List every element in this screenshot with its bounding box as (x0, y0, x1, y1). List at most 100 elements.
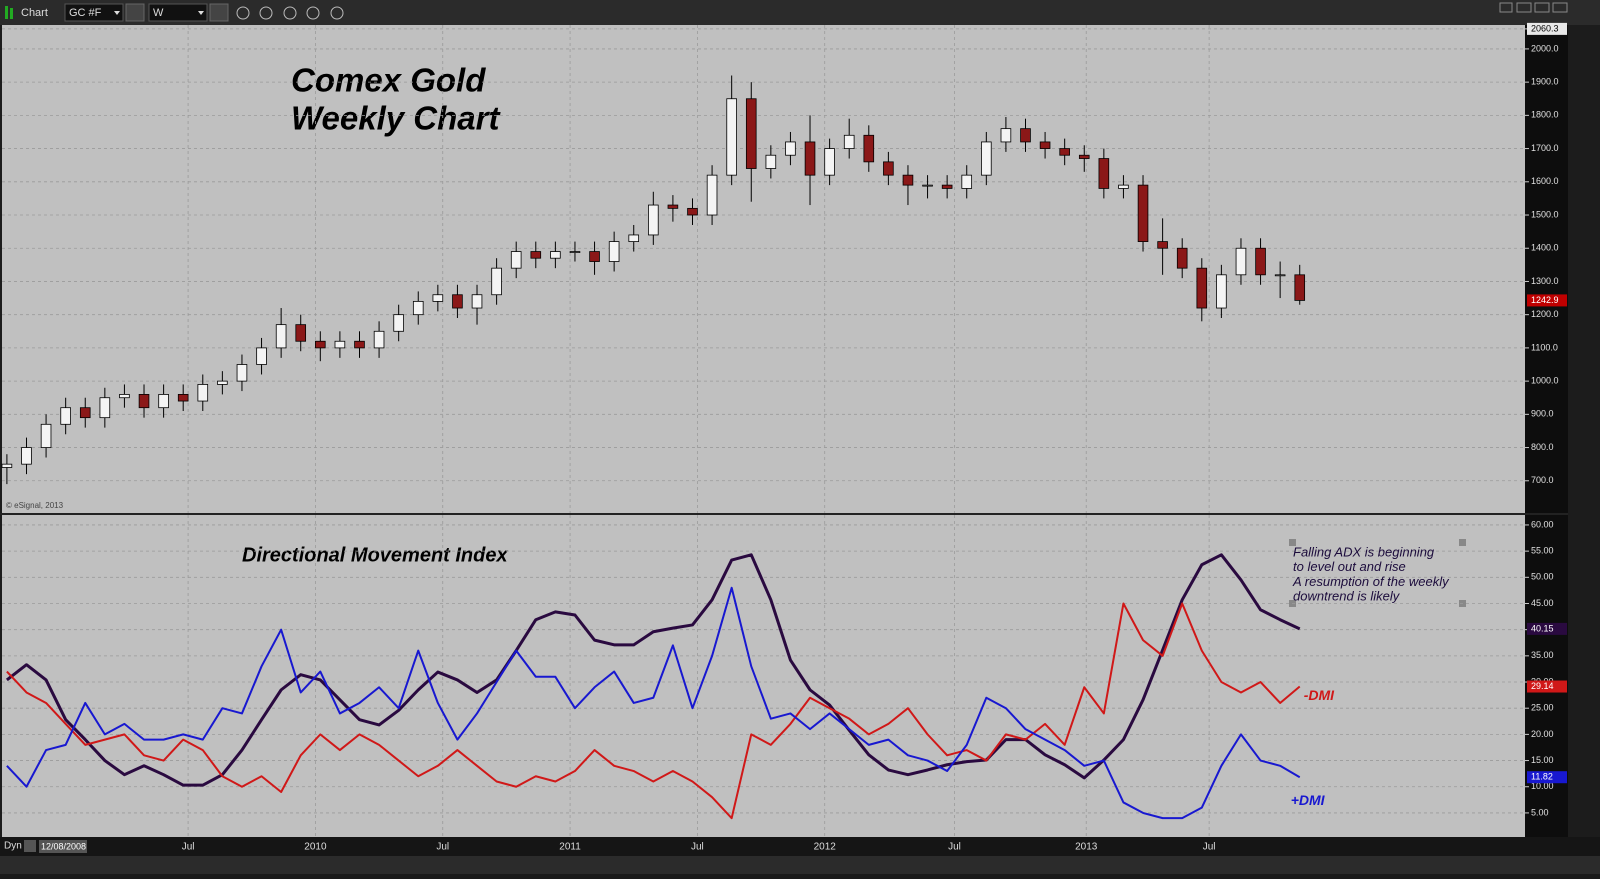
candle-body (432, 294, 444, 302)
x-tick-label: 2012 (814, 842, 837, 853)
candle-body (1, 463, 13, 468)
symbol-box[interactable] (64, 3, 124, 22)
date-box (39, 840, 87, 853)
y-tick-label: 700.0 (1531, 475, 1554, 485)
play-button[interactable] (283, 6, 297, 20)
y-tick-label: 20.00 (1531, 729, 1554, 739)
plot-layer: 700.0 800.0 900.0 1000.0 1100.0 1200.0 1300.0 1… (1, 22, 1567, 853)
annotation: to level out and rise (1293, 559, 1406, 574)
y-tick-label: 1400.0 (1531, 243, 1559, 253)
zoom-button[interactable] (306, 6, 320, 20)
candle-body (745, 98, 757, 169)
link-button[interactable] (125, 3, 145, 22)
last-value-label: 40.15 (1531, 623, 1554, 633)
candle-body (961, 174, 973, 189)
candle-body (354, 340, 365, 349)
window-control[interactable] (1534, 2, 1550, 13)
candle-body (706, 174, 718, 216)
series-label: -DMI (1304, 687, 1335, 703)
scale-button[interactable] (24, 840, 36, 852)
candle-body (275, 324, 287, 349)
candle-body (1176, 247, 1188, 269)
candle-body (1157, 241, 1168, 249)
tool-button[interactable] (330, 6, 344, 20)
candle-body (1274, 274, 1286, 277)
candle-body (471, 294, 483, 309)
candle-body (667, 204, 679, 209)
time-button[interactable] (209, 3, 229, 22)
start-date: 12/08/2008 (41, 841, 86, 851)
candle-body (236, 364, 248, 382)
candle-body (138, 394, 150, 409)
draw-tool[interactable] (236, 6, 250, 20)
price-panel (2, 25, 1525, 513)
annotation: Falling ADX is beginning (1293, 544, 1435, 559)
candle-body (1255, 247, 1266, 276)
candle-body (765, 154, 777, 169)
x-tick-label: Jul (436, 842, 449, 853)
top-value-box (1527, 22, 1567, 35)
candle-body (804, 141, 816, 176)
candle-body (491, 267, 502, 296)
candle-body (119, 394, 130, 399)
dropdown-arrow (114, 11, 120, 15)
y-tick-label: 2060.3 (1531, 23, 1559, 33)
candle-body (981, 141, 992, 176)
candle-body (1216, 274, 1227, 309)
chart-title: Weekly Chart (291, 100, 501, 137)
candle-body (1020, 128, 1031, 143)
copyright: © eSignal, 2013 (6, 501, 64, 510)
y-tick-label: 1800.0 (1531, 110, 1559, 120)
candle-body (99, 397, 111, 419)
y-tick-label: 15.00 (1531, 755, 1554, 765)
candle-body (40, 423, 52, 448)
value-axis (1525, 25, 1568, 837)
last-value-label: 29.14 (1531, 681, 1554, 691)
candle-body (1294, 274, 1306, 301)
candle-body (373, 330, 385, 349)
candle-body (902, 174, 914, 186)
interval-box[interactable] (148, 3, 208, 22)
candle-body (530, 251, 542, 259)
y-tick-label: 45.00 (1531, 598, 1554, 608)
candle-body (922, 184, 933, 187)
y-tick-label: 1300.0 (1531, 276, 1559, 286)
candle-body (1137, 184, 1149, 242)
tool-button[interactable] (259, 6, 273, 20)
candle-body (295, 324, 307, 342)
candle-body (158, 394, 169, 409)
candle-body (1235, 247, 1247, 276)
y-tick-label: 35.00 (1531, 650, 1554, 660)
y-tick-label: 25.00 (1531, 703, 1554, 713)
candle-body (1039, 141, 1051, 149)
window-control[interactable] (1516, 2, 1532, 13)
candle-body (1098, 158, 1110, 189)
time-axis (0, 837, 1600, 856)
handle (1459, 539, 1466, 546)
y-tick-label: 900.0 (1531, 409, 1554, 419)
candle-body (510, 251, 522, 269)
y-tick-label: 60.00 (1531, 519, 1554, 529)
candle-body (883, 161, 894, 176)
candle-body (1078, 154, 1090, 159)
candle-body (79, 407, 91, 419)
candle-body (217, 380, 228, 385)
x-tick-label: Jul (1203, 842, 1216, 853)
candle-body (315, 340, 326, 349)
window-control[interactable] (1552, 2, 1568, 13)
y-tick-label: 10.00 (1531, 781, 1554, 791)
y-tick-label: 5.00 (1531, 807, 1549, 817)
candle-body (687, 207, 698, 216)
window-control[interactable] (1499, 2, 1513, 13)
candle-body (393, 314, 404, 332)
scale-mode: Dyn (4, 841, 22, 852)
candle-body (1118, 184, 1129, 189)
candle-body (589, 251, 600, 262)
y-tick-label: 50.00 (1531, 572, 1554, 582)
y-tick-label: 1600.0 (1531, 176, 1559, 186)
y-tick-label: 55.00 (1531, 546, 1554, 556)
candle-body (1000, 128, 1012, 143)
candle-body (608, 241, 620, 262)
y-tick-label: 1100.0 (1531, 342, 1558, 352)
